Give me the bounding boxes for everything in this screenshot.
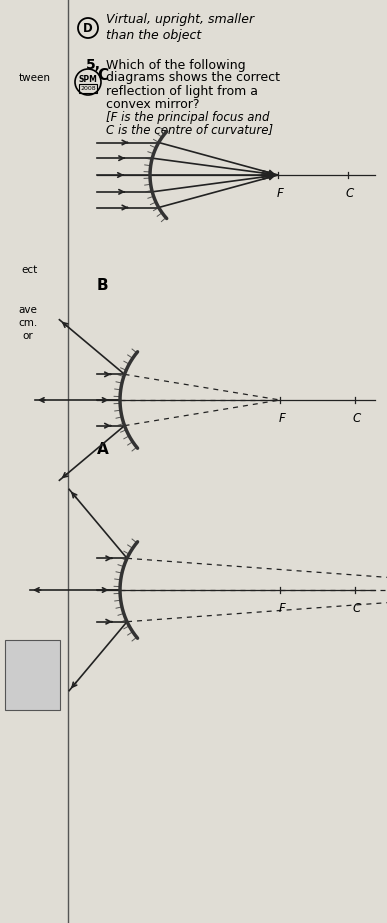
Text: B: B [97,278,109,293]
Text: reflection of light from a: reflection of light from a [106,85,258,98]
Text: F: F [279,412,285,425]
Text: C: C [97,67,108,82]
Text: 2008: 2008 [80,86,96,90]
Text: Which of the following: Which of the following [106,58,246,71]
Text: C: C [346,187,354,200]
Text: A: A [97,442,109,458]
Text: than the object: than the object [106,30,201,42]
Text: [F is the principal focus and: [F is the principal focus and [106,111,269,124]
Text: convex mirror?: convex mirror? [106,98,200,111]
Text: C is the centre of curvature]: C is the centre of curvature] [106,124,273,137]
Bar [5,640,60,710]
Text: D: D [83,21,93,34]
Text: diagrams shows the correct: diagrams shows the correct [106,71,280,85]
Text: tween: tween [19,73,51,83]
Text: SPM: SPM [79,75,98,83]
Text: ect: ect [22,265,38,275]
Text: or: or [22,331,33,341]
Text: 5,: 5, [86,58,101,72]
Text: C: C [353,412,361,425]
Text: ave: ave [19,305,38,315]
Text: F: F [279,602,285,615]
Text: F: F [277,187,283,200]
Text: Virtual, upright, smaller: Virtual, upright, smaller [106,14,254,27]
Text: C: C [353,602,361,615]
Text: cm.: cm. [18,318,38,328]
